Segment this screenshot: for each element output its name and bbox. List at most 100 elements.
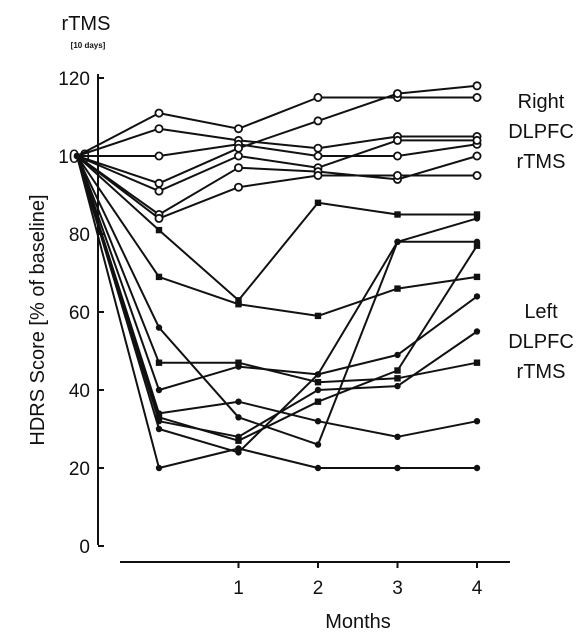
data-point-filled-circle (235, 445, 242, 452)
data-point-open-circle (313, 170, 323, 180)
baseline-point (73, 152, 81, 160)
data-point-filled-square (235, 301, 242, 308)
data-point-filled-circle (314, 418, 322, 425)
data-point-filled-square (473, 211, 481, 218)
data-point-filled-square (473, 273, 481, 281)
data-point-filled-square (473, 242, 481, 249)
y-tick-label: 40 (69, 381, 90, 402)
data-point-open-circle (154, 124, 164, 134)
series-line-right (76, 127, 477, 157)
data-point-filled-circle (314, 386, 322, 394)
series-line-right (76, 155, 478, 216)
right-group-label-line-3: rTMS (517, 151, 566, 173)
right-group-label-line-1: Right (518, 91, 565, 113)
y-tick-label: 80 (69, 225, 90, 246)
data-point-filled-square (155, 273, 163, 281)
data-point-filled-square (155, 359, 163, 366)
data-point-open-circle (472, 135, 482, 145)
data-point-filled-circle (314, 464, 322, 472)
data-point-open-circle (392, 89, 402, 99)
series-line-right (76, 84, 478, 185)
x-tick-label: 4 (472, 578, 483, 599)
x-tick-label: 2 (313, 578, 324, 599)
series-line-left (76, 155, 478, 454)
data-point-open-circle (392, 151, 402, 161)
series-line-left (76, 155, 478, 384)
data-point-filled-circle (155, 386, 163, 394)
stimulation-label: rTMS (62, 13, 111, 35)
data-point-filled-circle (394, 351, 401, 359)
data-point-open-circle (313, 93, 323, 103)
data-point-filled-square (235, 359, 242, 366)
left-group-label-line-3: rTMS (517, 361, 566, 383)
y-tick-label: 20 (69, 459, 90, 480)
y-axis-label: HDRS Score [% of baseline] (27, 194, 49, 445)
right-group-label-line-2: DLPFC (508, 121, 574, 143)
data-point-open-circle (154, 108, 164, 118)
data-point-filled-circle (155, 418, 163, 425)
stimulation-sublabel: [10 days] (71, 41, 106, 50)
data-point-filled-circle (394, 433, 401, 440)
data-point-filled-square (314, 199, 322, 206)
data-point-open-circle (472, 93, 482, 103)
data-point-filled-square (235, 437, 242, 444)
data-point-filled-circle (235, 363, 242, 370)
data-point-filled-square (473, 359, 481, 366)
series-line-left (76, 155, 477, 469)
y-tick-label: 0 (79, 537, 90, 558)
data-point-filled-square (155, 226, 163, 234)
series-line-right (77, 143, 478, 157)
data-point-filled-square (394, 211, 401, 218)
data-point-open-circle (472, 151, 482, 161)
data-point-open-circle (233, 163, 243, 173)
data-point-open-circle (233, 124, 243, 134)
data-point-open-circle (313, 116, 323, 126)
data-point-filled-square (314, 379, 322, 386)
x-axis-label: Months (325, 611, 391, 633)
data-point-open-circle (233, 151, 243, 161)
data-point-open-circle (233, 182, 243, 192)
data-point-filled-square (235, 297, 242, 304)
series-line-left (76, 155, 478, 391)
series-line-left (76, 155, 478, 317)
y-tick-label: 60 (69, 303, 90, 324)
data-point-filled-circle (473, 464, 481, 472)
left-group-label-line-1: Left (524, 301, 558, 323)
x-tick-label: 3 (392, 578, 403, 599)
data-point-filled-circle (235, 414, 242, 421)
data-point-open-circle (472, 170, 482, 180)
series-line-left (76, 155, 477, 446)
data-point-filled-square (155, 414, 163, 421)
data-point-filled-circle (394, 238, 401, 245)
data-point-filled-square (394, 367, 401, 374)
data-point-open-circle (233, 143, 243, 153)
data-point-open-circle (313, 151, 323, 161)
data-point-filled-circle (155, 464, 163, 472)
data-point-filled-circle (394, 464, 401, 472)
data-point-open-circle (154, 178, 164, 188)
data-point-filled-square (394, 285, 401, 292)
data-point-filled-circle (155, 324, 163, 331)
data-point-open-circle (154, 186, 164, 196)
data-point-open-circle (154, 213, 164, 223)
data-point-open-circle (154, 151, 164, 161)
data-point-filled-circle (235, 433, 242, 440)
series-line-left (76, 155, 477, 302)
data-point-filled-circle (473, 215, 481, 222)
data-point-filled-circle (314, 371, 322, 378)
data-point-filled-square (314, 398, 322, 405)
data-point-filled-circle (473, 328, 481, 335)
data-point-open-circle (472, 81, 482, 91)
data-point-filled-circle (473, 418, 481, 425)
data-point-filled-circle (235, 398, 242, 405)
data-point-filled-circle (473, 293, 481, 300)
y-tick-label: 120 (58, 69, 90, 90)
series-line-right (76, 96, 477, 157)
data-point-open-circle (392, 135, 402, 145)
data-point-open-circle (392, 170, 402, 180)
series-line-right (76, 155, 477, 220)
series-line-right (76, 139, 477, 193)
data-point-filled-circle (314, 441, 322, 448)
data-point-filled-square (394, 375, 401, 382)
